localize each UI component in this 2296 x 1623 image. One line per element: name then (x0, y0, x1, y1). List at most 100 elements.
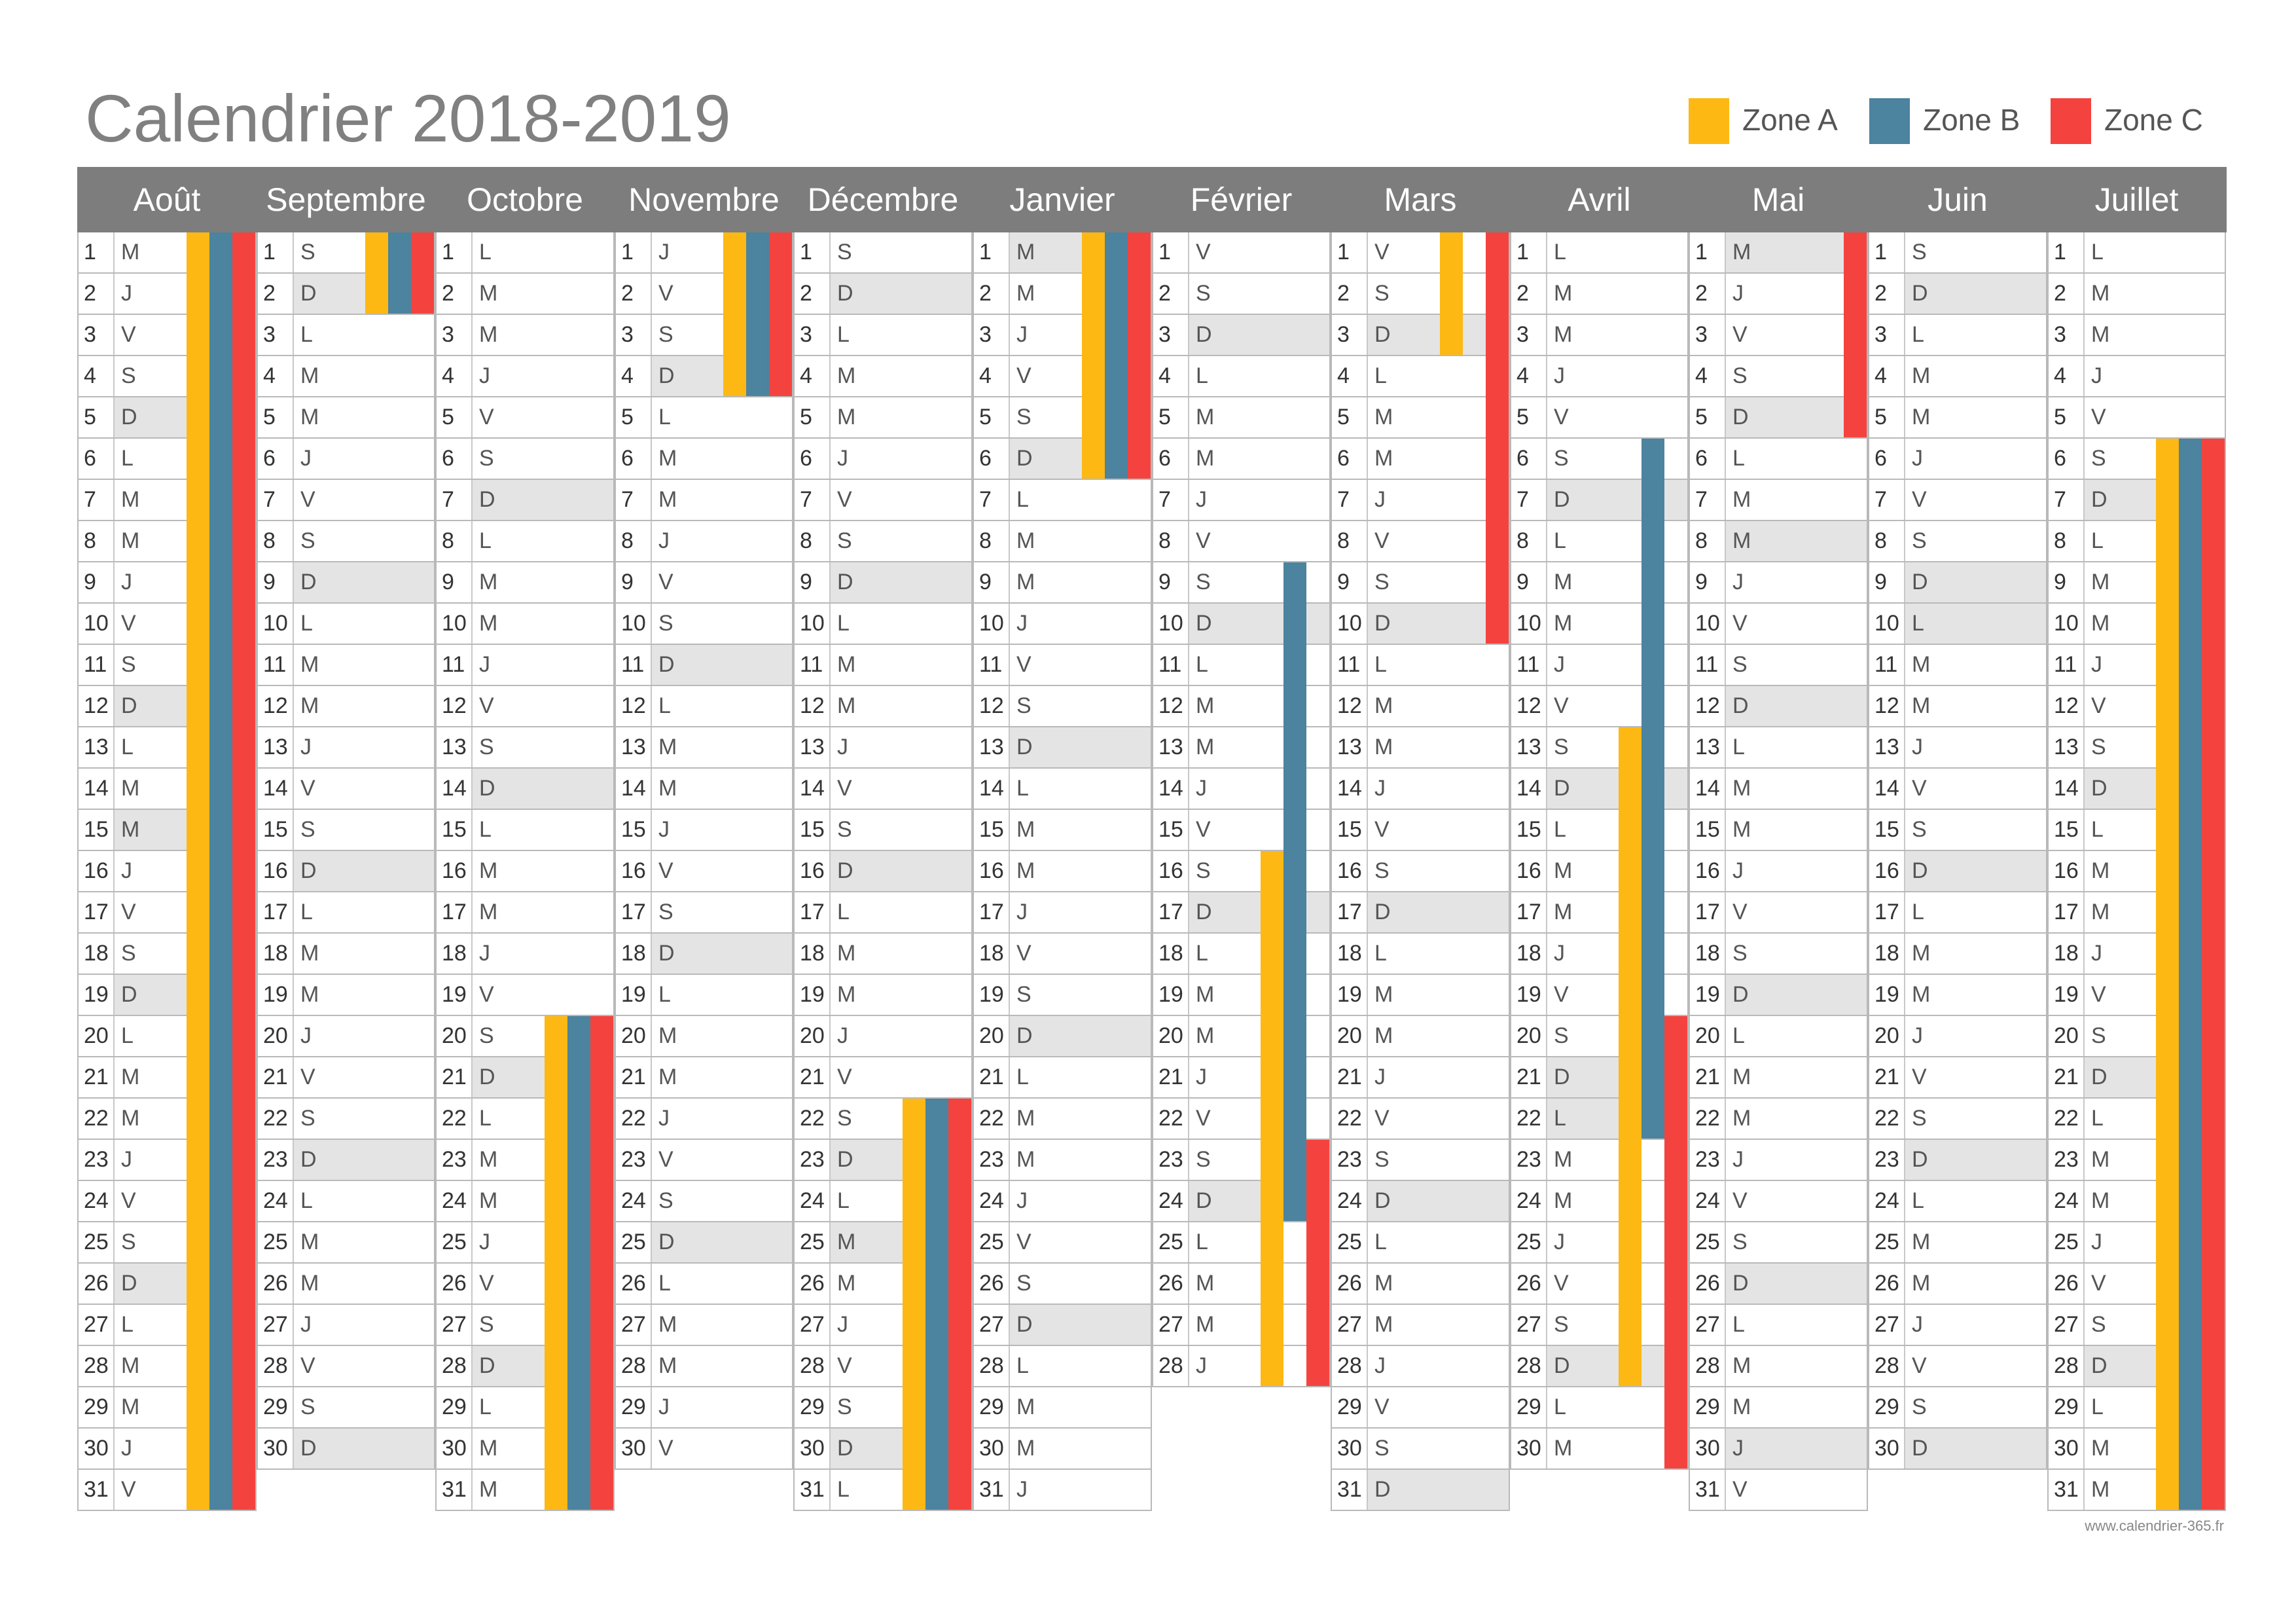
day-letter: M (1016, 1395, 1035, 1419)
day-letter: M (2091, 1477, 2110, 1502)
cell-divider (651, 1305, 652, 1345)
cell-divider (293, 1305, 294, 1345)
day-number: 10 (2054, 611, 2079, 636)
day-number: 4 (1516, 363, 1529, 388)
cell-divider (2083, 1387, 2085, 1427)
day-row: 13 D (973, 727, 1152, 769)
column-border (1151, 232, 1152, 1511)
cell-divider (2083, 1057, 2085, 1097)
day-letter: L (1374, 363, 1387, 388)
day-row: 17 L (793, 892, 973, 934)
day-row: 14 D (435, 769, 615, 810)
day-number: 3 (1158, 322, 1171, 347)
cell-divider (1725, 1057, 1726, 1097)
day-row: 24 V (1689, 1181, 1868, 1222)
day-letter: V (479, 405, 494, 429)
cell-divider (1904, 604, 1905, 644)
day-row: 29 M (1689, 1387, 1868, 1429)
day-number: 26 (1158, 1271, 1183, 1296)
day-number: 18 (1337, 941, 1362, 966)
cell-divider (829, 975, 831, 1015)
cell-divider (1546, 934, 1547, 974)
day-row: 23 S (1152, 1140, 1331, 1181)
day-number: 14 (1158, 776, 1183, 801)
day-number: 2 (2054, 281, 2066, 306)
day-number: 27 (442, 1312, 467, 1337)
day-letter: L (479, 817, 492, 842)
day-letter: M (1196, 693, 1215, 718)
day-number: 24 (1158, 1188, 1183, 1213)
legend-label-zone-c: Zone C (2104, 103, 2203, 137)
cell-divider (1904, 1016, 1905, 1056)
day-letter: S (121, 652, 136, 677)
cell-divider (1367, 521, 1368, 561)
day-letter: M (837, 1271, 856, 1296)
column-border (2047, 232, 2049, 1511)
day-row: 19 M (793, 975, 973, 1016)
cell-divider (1904, 315, 1905, 355)
cell-divider (2083, 356, 2085, 396)
day-letter: M (1374, 446, 1393, 471)
day-letter: D (837, 570, 853, 594)
day-number: 16 (979, 858, 1004, 883)
day-number: 25 (2054, 1230, 2079, 1254)
day-row: 26 M (1152, 1264, 1331, 1305)
day-row: 28 V (257, 1346, 435, 1387)
day-row: 30 M (2047, 1429, 2226, 1470)
day-letter: S (121, 1230, 136, 1254)
day-letter: M (479, 900, 498, 924)
day-letter: S (1554, 446, 1569, 471)
day-number: 7 (1158, 487, 1171, 512)
day-row: 30 D (1868, 1429, 2047, 1470)
day-letter: M (300, 982, 319, 1007)
column-border (1152, 232, 1153, 1387)
day-row: 21 V (257, 1057, 435, 1099)
cell-divider (651, 645, 652, 685)
day-row: 22 L (2047, 1099, 2226, 1140)
day-letter: L (1016, 487, 1029, 512)
day-row: 13 J (793, 727, 973, 769)
cell-divider (829, 1140, 831, 1180)
day-row: 30 J (1689, 1429, 1868, 1470)
day-row: 20 J (1868, 1016, 2047, 1057)
day-row: 14 V (257, 769, 435, 810)
day-number: 30 (442, 1436, 467, 1461)
cell-divider (113, 975, 115, 1015)
day-letter: M (1016, 817, 1035, 842)
cell-divider (1367, 315, 1368, 355)
day-row: 15 M (1689, 810, 1868, 851)
day-number: 27 (1695, 1312, 1720, 1337)
day-number: 23 (1516, 1147, 1541, 1172)
day-number: 5 (1695, 405, 1708, 429)
month-column: 1 S 2 D 3 L 4 M 5 M 6 J 7 V 8 S 9 D 10 L 11 M 12 M 13 J 14 V 15 S 16 D 1… (1868, 232, 2047, 1470)
day-number: 13 (1695, 735, 1720, 759)
day-row: 14 L (973, 769, 1152, 810)
column-border (1867, 232, 1868, 1511)
day-number: 23 (979, 1147, 1004, 1172)
day-number: 7 (621, 487, 634, 512)
day-letter: J (1554, 941, 1565, 966)
day-letter: S (1374, 1436, 1390, 1461)
cell-divider (651, 810, 652, 850)
day-letter: J (1374, 1353, 1386, 1378)
day-row: 28 D (1510, 1346, 1689, 1387)
cell-divider (471, 1264, 473, 1304)
day-row: 12 M (1868, 686, 2047, 727)
day-number: 26 (442, 1271, 467, 1296)
day-number: 30 (263, 1436, 288, 1461)
cell-divider (2083, 1264, 2085, 1304)
day-letter: L (121, 735, 134, 759)
day-row: 21 M (77, 1057, 257, 1099)
cell-divider (471, 439, 473, 479)
day-letter: J (1554, 1230, 1565, 1254)
cell-divider (293, 604, 294, 644)
day-row: 15 L (435, 810, 615, 851)
month-column: 1 M 2 J 3 V 4 S 5 D 6 L 7 M 8 M 9 J 10 V 11 S 12 D 13 L 14 M 15 M 16 J 1… (1689, 232, 1868, 1511)
